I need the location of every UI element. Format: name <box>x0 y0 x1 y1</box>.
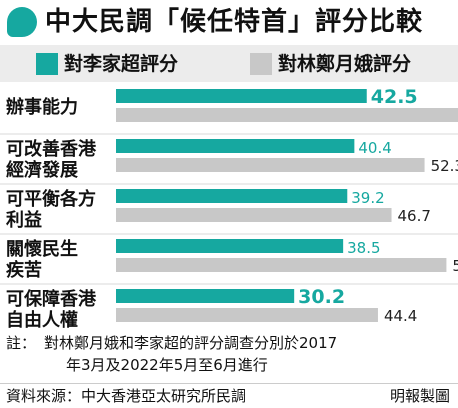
value-label-lam: 44.4 <box>384 307 417 325</box>
legend: 對李家超評分 對林鄭月娥評分 <box>0 45 458 82</box>
bar-lam <box>116 258 447 272</box>
legend-swatch-lee <box>36 53 58 75</box>
category-label: 自由人權 <box>6 309 78 331</box>
footnote-line-2: 年3月及2022年5月至6月進行 <box>66 356 268 374</box>
value-label-lee: 38.5 <box>347 239 380 257</box>
value-label-lam: 46.7 <box>398 207 431 225</box>
bar-lee <box>116 289 295 303</box>
value-label-lam: 52.3 <box>431 157 458 175</box>
category-label: 關懷民生 <box>6 238 78 260</box>
chart-title: 中大民調「候任特首」評分比較 <box>45 7 424 37</box>
category-label: 經濟發展 <box>6 159 79 181</box>
value-label-lee: 40.4 <box>358 139 391 157</box>
category-label: 可平衡各方 <box>6 188 96 210</box>
credit-text: 明報製圖 <box>389 387 450 405</box>
source-text: 資料來源：中大香港亞太研究所民調 <box>6 387 247 405</box>
category-label: 利益 <box>6 209 42 231</box>
footnote-continued: 年3月及2022年5月至6月進行 <box>66 355 268 375</box>
value-label-lam: 56.0 <box>452 257 458 275</box>
legend-label-lee: 對李家超評分 <box>64 53 179 75</box>
footnote: 註： 對林鄭月娥和李家超的評分調查分別於2017 <box>6 333 337 353</box>
bar-chart: 辦事能力42.559.5可改善香港經濟發展40.452.3可平衡各方利益39.2… <box>0 86 458 331</box>
footnote-line-1: 對林鄭月娥和李家超的評分調查分別於2017 <box>44 334 338 352</box>
bar-lee <box>116 239 344 253</box>
category-label: 可改善香港 <box>6 138 97 160</box>
bar-lam <box>116 308 378 322</box>
category-label: 可保障香港 <box>6 288 97 310</box>
legend-label-lam: 對林鄭月娥評分 <box>278 53 412 75</box>
footnote-prefix: 註： <box>6 334 37 352</box>
bar-lee <box>116 139 355 153</box>
speech-bubble-icon <box>7 7 37 37</box>
bar-lee <box>116 89 367 103</box>
title-bar: 中大民調「候任特首」評分比較 <box>0 0 458 46</box>
bar-lam <box>116 208 392 222</box>
value-label-lee: 42.5 <box>371 86 418 108</box>
category-label: 辦事能力 <box>6 96 78 118</box>
bar-lee <box>116 189 348 203</box>
source-bar: 資料來源：中大香港亞太研究所民調 明報製圖 <box>0 383 458 408</box>
bar-lam <box>116 158 425 172</box>
value-label-lee: 30.2 <box>298 286 345 308</box>
category-label: 疾苦 <box>6 259 42 281</box>
value-label-lee: 39.2 <box>351 189 384 207</box>
legend-swatch-lam <box>250 53 272 75</box>
bar-lam <box>116 108 458 122</box>
